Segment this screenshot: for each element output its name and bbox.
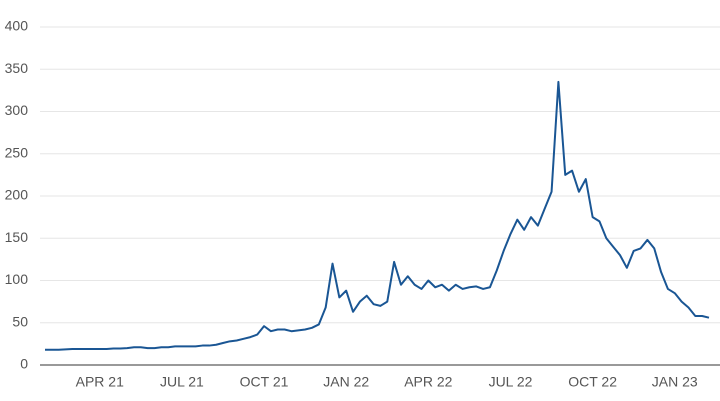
x-tick-label: APR 21 bbox=[76, 374, 124, 390]
y-tick-label: 300 bbox=[5, 102, 29, 118]
y-tick-label: 200 bbox=[5, 187, 29, 203]
y-tick-label: 150 bbox=[5, 229, 29, 245]
y-tick-label: 50 bbox=[12, 313, 28, 329]
line bbox=[45, 80, 710, 351]
y-tick-label: 350 bbox=[5, 60, 29, 76]
y-tick-label: 100 bbox=[5, 271, 29, 287]
x-tick-label: OCT 21 bbox=[240, 374, 289, 390]
x-tick-label: JUL 22 bbox=[489, 374, 533, 390]
y-tick-label: 250 bbox=[5, 144, 29, 160]
y-tick-label: 0 bbox=[20, 356, 28, 372]
x-tick-label: JUL 21 bbox=[160, 374, 204, 390]
y-tick-label: 400 bbox=[5, 18, 29, 34]
x-tick-label: JAN 23 bbox=[652, 374, 698, 390]
x-tick-label: OCT 22 bbox=[568, 374, 617, 390]
x-tick-label: APR 22 bbox=[404, 374, 452, 390]
x-tick-label: JAN 22 bbox=[323, 374, 369, 390]
